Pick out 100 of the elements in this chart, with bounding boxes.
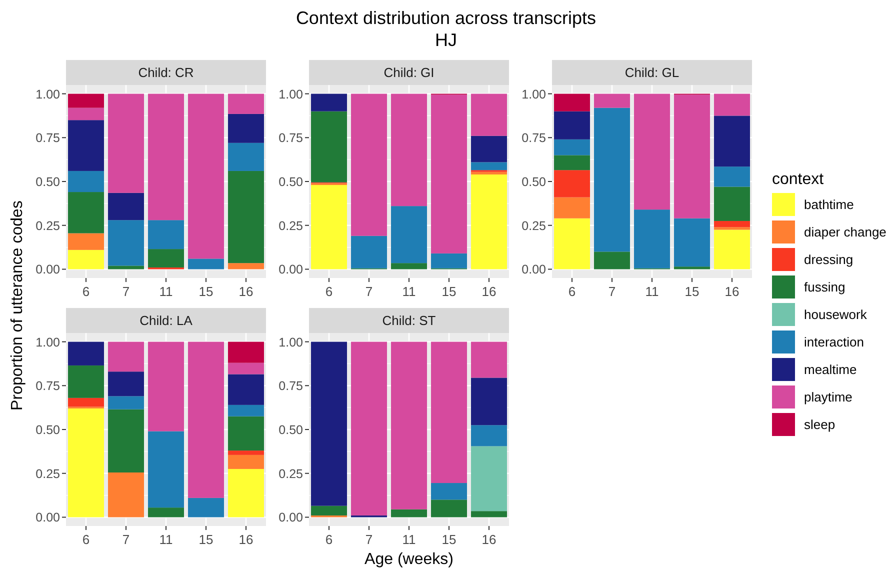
x-tick-label: 11 (645, 284, 659, 299)
bar (311, 111, 347, 182)
bar (714, 230, 750, 270)
bar (471, 446, 507, 512)
x-tick-label: 11 (159, 284, 173, 299)
bar (108, 192, 144, 220)
y-tick-label: 1.00 (278, 87, 304, 102)
y-tick-label: 1.00 (36, 335, 60, 350)
bar (68, 342, 104, 366)
bar (148, 342, 184, 432)
bar (554, 197, 590, 218)
x-tick-label: 6 (325, 532, 333, 547)
text: Age (weeks) (364, 551, 454, 568)
x-tick-label: 11 (402, 532, 416, 547)
bar (68, 408, 104, 518)
bar (714, 186, 750, 221)
legend-label: dressing (804, 252, 854, 267)
legend-label: mealtime (804, 362, 857, 377)
y-tick-label: 1.00 (36, 87, 60, 102)
x-tick-label: 11 (159, 532, 173, 547)
bar (188, 342, 224, 498)
bar (391, 342, 427, 510)
chart-title: Child: LA (140, 313, 193, 328)
bar (351, 236, 387, 268)
bar (471, 162, 507, 170)
y-tick-label: 0.25 (36, 466, 60, 481)
chart-title: Child: ST (382, 313, 436, 328)
x-tick-label: 6 (568, 284, 576, 299)
x-tick-label: 15 (442, 284, 456, 299)
bar (714, 220, 750, 228)
bar (471, 172, 507, 174)
bar (634, 210, 670, 268)
bar (228, 170, 264, 264)
bar (431, 94, 467, 254)
x-tick-label: 16 (238, 284, 254, 299)
bar (471, 174, 507, 270)
bar (68, 250, 104, 270)
bar (188, 498, 224, 518)
bar (188, 258, 224, 270)
bar (634, 94, 670, 210)
chart-title: Child: GI (384, 65, 434, 80)
bar (228, 450, 264, 455)
bar (228, 468, 264, 518)
bar (351, 342, 387, 516)
y-tick-label: 0.00 (278, 510, 304, 525)
bar (311, 94, 347, 112)
bar (188, 94, 224, 259)
x-tick-label: 16 (238, 532, 254, 547)
bar (674, 266, 710, 270)
bar (554, 155, 590, 170)
bar (554, 94, 590, 112)
x-tick-label: 7 (365, 532, 373, 547)
bar (391, 206, 427, 264)
y-tick-label: 0.00 (36, 510, 60, 525)
bar (68, 233, 104, 250)
bar (68, 120, 104, 171)
bar (108, 342, 144, 372)
text: HJ (435, 30, 457, 50)
bar (108, 94, 144, 193)
bar (431, 483, 467, 500)
y-tick-label: 0.75 (278, 379, 304, 394)
bar (554, 218, 590, 270)
y-tick-label: 0.75 (36, 131, 60, 146)
y-tick-label: 0.50 (522, 175, 546, 189)
bar (714, 166, 750, 187)
y-tick-label: 0.75 (278, 131, 304, 146)
y-tick-label: 0.75 (36, 379, 60, 394)
bar (311, 342, 347, 506)
legend-label: interaction (804, 334, 864, 350)
bar (148, 249, 184, 268)
bar (431, 342, 467, 484)
bar (311, 185, 347, 270)
bar (431, 500, 467, 518)
bar (148, 431, 184, 508)
bar (228, 342, 264, 363)
y-tick-label: 0.50 (278, 423, 304, 437)
bar (228, 94, 264, 114)
bar (674, 94, 710, 218)
y-tick-label: 1.00 (522, 87, 546, 102)
bar (554, 170, 590, 198)
bar (594, 108, 630, 252)
legend-label: fussing (804, 280, 846, 294)
bar (471, 136, 507, 162)
bar (108, 266, 144, 270)
bar (594, 252, 630, 270)
x-tick-label: 6 (325, 284, 333, 299)
bar (108, 409, 144, 472)
y-tick-label: 0.25 (278, 218, 304, 233)
bar (351, 94, 387, 236)
y-tick-label: 0.50 (278, 175, 304, 189)
legend-label: sleep (804, 417, 836, 432)
bar (391, 94, 427, 206)
bar (228, 454, 264, 469)
text: Proportion of utterance codes (9, 200, 26, 410)
bar (68, 94, 104, 108)
bar (594, 94, 630, 108)
bar (68, 398, 104, 407)
y-tick-label: 0.00 (522, 262, 546, 277)
legend-label: playtime (804, 390, 852, 404)
bar (108, 372, 144, 396)
